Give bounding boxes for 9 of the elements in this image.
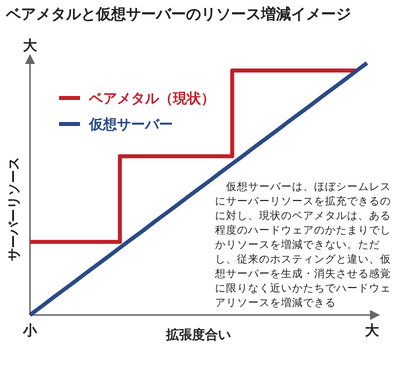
legend-label: 仮想サーバー <box>88 117 173 133</box>
text: 小 <box>22 323 38 339</box>
chart-title: ベアメタルと仮想サーバーのリソース増減イメージ <box>5 5 351 23</box>
text: 大 <box>23 38 38 54</box>
x-axis-title: 拡張度合い <box>165 327 231 343</box>
legend-label: ベアメタル（現状） <box>88 91 215 107</box>
text: 仮想サーバーは、ほぼシームレスにサーバーリソースを拡充できるのに対し、現状のベアメタルは、ある程度のハードウェアのかたまりでしかリソースを増減できない。ただし、従来のホスティングと違い、仮想サーバーを生成・消失させる感覚に限りなく近いかたちでハードウェアリソースを増減できる <box>215 181 391 309</box>
y-axis-title: サーバーリソース <box>7 157 22 261</box>
text: 大 <box>365 323 380 339</box>
